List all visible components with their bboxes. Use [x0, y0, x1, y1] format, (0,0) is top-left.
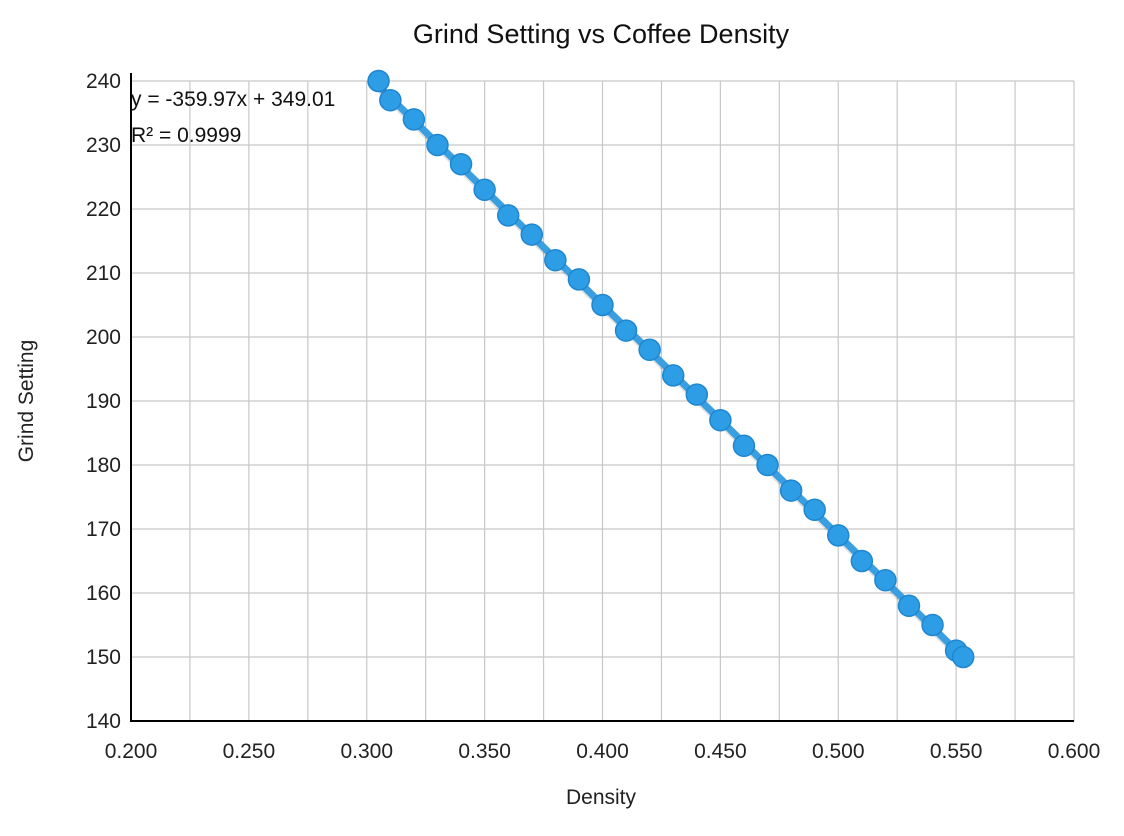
data-point [544, 248, 567, 272]
y-tick-label: 240 [86, 70, 121, 93]
data-point [850, 549, 874, 573]
y-tick-label: 160 [86, 582, 121, 605]
data-point [803, 498, 826, 522]
data-point [897, 594, 921, 618]
trendline-equation: y = -359.97x + 349.01 [131, 88, 335, 111]
x-tick-label: 0.250 [223, 740, 276, 763]
x-axis-ticks: 0.200 0.250 0.300 0.350 0.400 0.450 0.500 0.550… [105, 740, 1101, 763]
data-points [367, 69, 975, 669]
data-point [426, 133, 449, 157]
data-point [567, 268, 591, 291]
x-tick-label: 0.500 [812, 740, 865, 763]
y-tick-label: 230 [86, 134, 121, 157]
data-point [661, 364, 685, 387]
x-tick-label: 0.450 [694, 740, 747, 763]
data-point [614, 319, 638, 342]
y-tick-label: 180 [86, 454, 121, 477]
data-point [921, 613, 944, 637]
x-tick-label: 0.400 [576, 740, 629, 763]
data-point [732, 434, 756, 458]
y-tick-label: 200 [86, 326, 121, 349]
data-point [779, 479, 803, 502]
data-point [638, 338, 661, 362]
chart-title: Grind Setting vs Coffee Density [413, 19, 790, 49]
y-tick-label: 170 [86, 518, 121, 541]
data-point [685, 383, 709, 406]
x-tick-label: 0.600 [1048, 740, 1101, 763]
data-point [402, 108, 426, 131]
data-point [591, 293, 614, 317]
data-point [496, 204, 520, 227]
data-point [473, 178, 496, 202]
data-point [951, 645, 975, 669]
x-axis-label: Density [566, 786, 637, 809]
y-tick-label: 140 [86, 710, 121, 733]
data-point [756, 453, 779, 477]
y-axis-ticks: 140 150 160 170 180 190 200 210 220 230 240 [86, 70, 121, 733]
x-tick-label: 0.300 [340, 740, 393, 763]
data-point [827, 524, 850, 547]
x-tick-label: 0.350 [458, 740, 511, 763]
axes [130, 73, 1074, 722]
data-point [449, 152, 473, 176]
x-tick-label: 0.200 [105, 740, 158, 763]
y-tick-label: 150 [86, 646, 121, 669]
data-point [520, 223, 544, 246]
y-axis-label: Grind Setting [15, 340, 38, 463]
y-tick-label: 220 [86, 198, 121, 221]
data-point [874, 568, 897, 592]
data-point [367, 69, 390, 93]
data-point [379, 88, 402, 112]
y-tick-label: 210 [86, 262, 121, 285]
x-tick-label: 0.550 [930, 740, 983, 763]
y-tick-label: 190 [86, 390, 121, 413]
data-point [709, 408, 732, 432]
trendline-r-squared: R² = 0.9999 [131, 124, 241, 147]
